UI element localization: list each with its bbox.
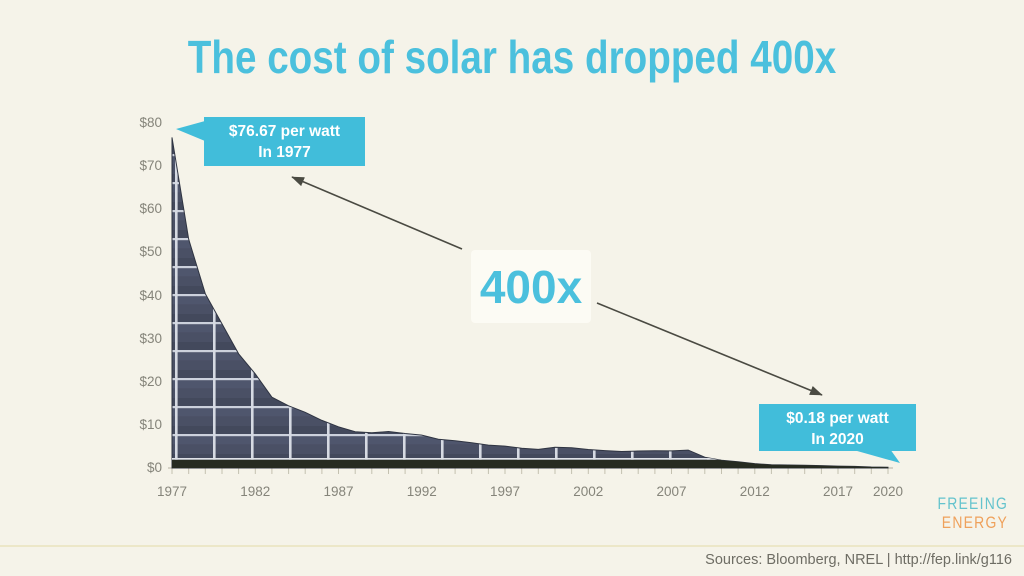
callout-1977-line1: $76.67 per watt bbox=[228, 123, 341, 140]
multiplier-label: 400x bbox=[479, 260, 583, 313]
area-ground-strip bbox=[172, 458, 888, 468]
callout-1977-line2: In 1977 bbox=[258, 144, 311, 161]
sources-text: Sources: Bloomberg, NREL | http://fep.li… bbox=[705, 552, 1012, 568]
x-axis-label: 2012 bbox=[739, 484, 770, 499]
arrow-to-2020 bbox=[596, 302, 823, 396]
y-axis-label: $50 bbox=[139, 244, 162, 260]
x-axis-label: 1982 bbox=[240, 484, 271, 499]
y-axis-label: $20 bbox=[139, 373, 162, 389]
x-axis-label: 1997 bbox=[489, 484, 521, 499]
x-axis-label: 2002 bbox=[573, 484, 604, 499]
callout-2020: $0.18 per watt In 2020 bbox=[759, 404, 916, 451]
x-axis-label: 2017 bbox=[823, 484, 854, 499]
callout-2020-line2: In 2020 bbox=[811, 431, 864, 448]
callout-1977-tail bbox=[176, 121, 205, 141]
freeing-energy-logo: FREEING ENERGY bbox=[937, 494, 1008, 532]
x-axis-label: 1992 bbox=[406, 484, 437, 499]
y-axis-label: $60 bbox=[139, 201, 162, 217]
x-axis-label: 1977 bbox=[156, 484, 188, 499]
y-axis-label: $0 bbox=[146, 460, 162, 475]
y-axis-label: $10 bbox=[139, 416, 162, 432]
x-axis-label: 2020 bbox=[872, 484, 903, 499]
logo-word-freeing: FREEING bbox=[937, 494, 1008, 513]
callout-1977: $76.67 per watt In 1977 bbox=[204, 117, 365, 166]
y-axis-label: $30 bbox=[139, 330, 162, 346]
footer-divider bbox=[0, 545, 1024, 547]
x-axis-label: 2007 bbox=[656, 484, 687, 499]
logo-word-energy: ENERGY bbox=[941, 513, 1008, 532]
y-axis-label: $40 bbox=[139, 287, 162, 303]
y-axis-label: $80 bbox=[139, 115, 162, 130]
callout-2020-tail bbox=[850, 449, 900, 463]
title-wrap: The cost of solar has dropped 400x bbox=[0, 30, 1024, 84]
x-axis-label: 1987 bbox=[323, 484, 354, 499]
page-title: The cost of solar has dropped 400x bbox=[187, 31, 837, 83]
arrow-to-1977 bbox=[291, 176, 463, 250]
callout-2020-line1: $0.18 per watt bbox=[786, 410, 889, 427]
x-axis-ticks bbox=[171, 468, 889, 474]
multiplier-box: 400x bbox=[471, 250, 591, 323]
y-axis-label: $70 bbox=[139, 158, 162, 174]
